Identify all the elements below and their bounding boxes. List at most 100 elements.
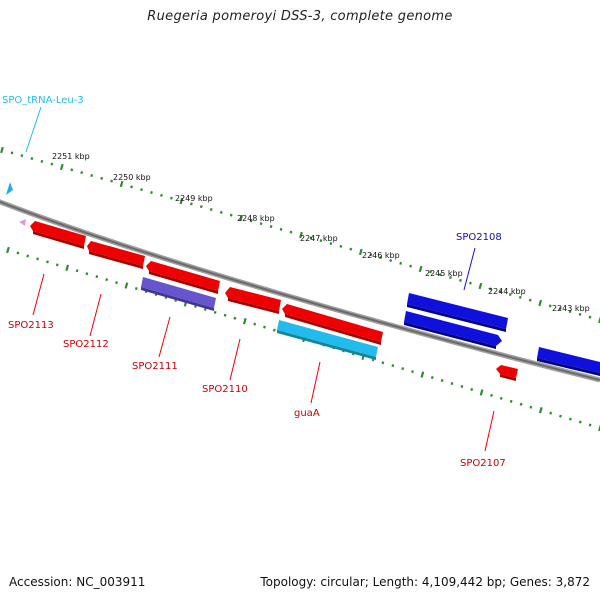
inner-tick-minor-22 <box>223 313 227 317</box>
inner-tick-minor-13 <box>134 287 138 291</box>
outer-tick-minor-41 <box>409 264 413 268</box>
inner-tick-minor-50 <box>499 396 503 400</box>
inner-tick-minor-8 <box>85 272 89 276</box>
outer-tick-minor-49 <box>488 287 492 291</box>
outer-tick-major-36 <box>358 248 363 256</box>
inner-tick-minor-2 <box>26 254 30 258</box>
trna-marker[interactable] <box>6 182 13 195</box>
outer-tick-major-18 <box>179 197 184 205</box>
gene-guaA[interactable] <box>277 320 378 360</box>
inner-tick-minor-27 <box>272 328 276 332</box>
inner-tick-minor-57 <box>568 417 572 421</box>
outer-tick-minor-32 <box>319 239 323 243</box>
outer-tick-minor-19 <box>189 202 193 206</box>
inner-tick-minor-47 <box>470 387 474 391</box>
scale-label-2245: 2245 kbp <box>425 269 463 278</box>
inner-tick-minor-56 <box>559 414 562 418</box>
inner-tick-minor-40 <box>401 367 405 371</box>
label-spo2112[interactable]: SPO2112 <box>63 339 109 350</box>
scale-label-2247: 2247 kbp <box>300 234 338 243</box>
inner-tick-minor-26 <box>263 325 266 329</box>
inner-tick-minor-59 <box>588 423 592 427</box>
gene-spo2110[interactable] <box>225 287 281 314</box>
outer-tick-minor-17 <box>170 196 173 200</box>
outer-tick-minor-14 <box>140 188 143 192</box>
outer-tick-minor-44 <box>439 273 442 277</box>
outer-tick-major-12 <box>119 180 124 188</box>
inner-tick-minor-11 <box>115 281 118 285</box>
outer-tick-major-6 <box>59 163 64 171</box>
outer-tick-minor-40 <box>399 261 403 265</box>
inner-tick-minor-39 <box>391 364 395 368</box>
scale-label-2249: 2249 kbp <box>175 194 213 203</box>
inner-tick-minor-21 <box>213 310 217 314</box>
outer-tick-minor-28 <box>279 227 283 231</box>
label-guaA[interactable]: guaA <box>294 408 320 419</box>
inner-tick-minor-25 <box>253 322 257 326</box>
inner-tick-minor-52 <box>519 402 523 406</box>
label-spo2111[interactable]: SPO2111 <box>132 361 178 372</box>
inner-tick-major-42 <box>420 371 425 378</box>
outer-tick-minor-23 <box>229 213 233 217</box>
inner-tick-minor-4 <box>46 260 49 264</box>
outer-tick-minor-43 <box>429 270 432 274</box>
inner-tick-minor-10 <box>105 278 109 282</box>
gene-spo2113[interactable] <box>30 221 86 249</box>
inner-tick-major-0 <box>6 246 10 254</box>
outer-tick-minor-22 <box>219 210 223 214</box>
label-spo2110[interactable]: SPO2110 <box>202 384 248 395</box>
label-spo2113[interactable]: SPO2113 <box>8 320 54 331</box>
gene-spo2111[interactable] <box>141 277 216 311</box>
outer-tick-minor-29 <box>289 230 293 234</box>
gene-spo2112[interactable] <box>87 241 145 269</box>
inner-tick-major-6 <box>65 264 70 271</box>
outer-tick-minor-47 <box>469 281 472 285</box>
outer-tick-minor-38 <box>379 256 383 260</box>
gene-spo2108-upper[interactable] <box>407 293 508 332</box>
gene-spo2106[interactable] <box>537 347 600 376</box>
label-spo2107[interactable]: SPO2107 <box>460 458 506 469</box>
outer-tick-minor-7 <box>70 168 74 172</box>
outer-tick-minor-39 <box>389 259 393 263</box>
outer-tick-minor-56 <box>558 307 562 311</box>
inner-tick-major-60 <box>598 424 600 432</box>
gene-guaA-forward[interactable] <box>282 304 383 345</box>
outer-tick-minor-2 <box>20 154 24 158</box>
outer-tick-minor-58 <box>578 312 582 316</box>
outer-tick-minor-5 <box>50 162 54 166</box>
outer-tick-minor-8 <box>80 171 84 175</box>
outer-tick-minor-37 <box>369 253 373 257</box>
inner-tick-minor-1 <box>16 251 20 255</box>
inner-tick-minor-58 <box>578 420 582 424</box>
outer-tick-minor-3 <box>30 157 34 161</box>
outer-tick-minor-57 <box>568 310 572 314</box>
inner-tick-major-54 <box>538 407 543 414</box>
inner-tick-minor-7 <box>75 269 79 273</box>
outer-tick-minor-46 <box>459 278 462 282</box>
outer-tick-major-24 <box>239 214 244 222</box>
outer-tick-minor-26 <box>259 222 263 226</box>
inner-tick-minor-46 <box>460 384 464 388</box>
gene-spo2111-upper[interactable] <box>146 261 220 294</box>
outer-tick-minor-55 <box>548 304 552 308</box>
outer-tick-minor-11 <box>110 179 114 183</box>
label-spo2108[interactable]: SPO2108 <box>456 232 502 243</box>
gene-spo2107[interactable] <box>496 365 518 381</box>
outer-tick-minor-45 <box>449 276 452 280</box>
outer-tick-major-54 <box>538 299 543 307</box>
gene-spo2108[interactable] <box>404 311 502 349</box>
outer-tick-minor-10 <box>100 176 104 180</box>
outer-tick-minor-16 <box>160 193 163 197</box>
inner-tick-minor-9 <box>95 275 99 279</box>
pink-marker[interactable] <box>19 219 26 226</box>
inner-tick-minor-44 <box>440 379 444 383</box>
inner-tick-major-24 <box>242 318 247 325</box>
outer-tick-minor-53 <box>528 298 532 302</box>
outer-tick-minor-9 <box>90 174 94 178</box>
inner-tick-minor-38 <box>381 361 385 365</box>
outer-tick-minor-35 <box>349 247 353 251</box>
scale-label-2251: 2251 kbp <box>52 152 90 161</box>
trna-label[interactable]: SPO_tRNA-Leu-3 <box>2 95 84 106</box>
outer-tick-minor-4 <box>40 159 44 163</box>
